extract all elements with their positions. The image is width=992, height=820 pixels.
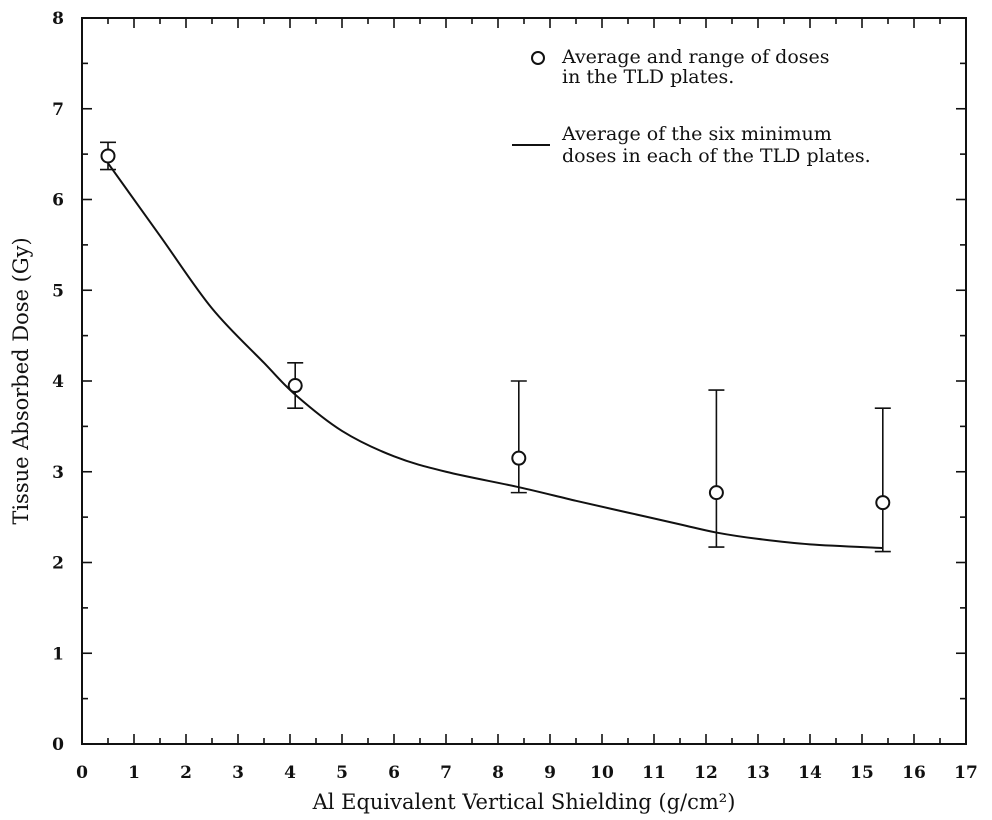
data-point [100,148,116,164]
x-axis-title: Al Equivalent Vertical Shielding (g/cm²) [312,790,736,814]
legend-circle-marker [531,51,545,65]
x-tick-label: 16 [902,763,926,783]
x-tick-labels: 0 1 2 3 4 5 6 7 8 9 10 11 12 13 14 15 16 17 [76,763,978,783]
data-point [875,495,891,511]
y-tick-label: 3 [52,463,64,483]
legend: Average and range of doses in the TLD pl… [512,46,871,167]
x-tick-label: 7 [440,763,452,783]
x-tick-label: 8 [492,763,504,783]
data-point [511,450,527,466]
y-tick-label: 1 [52,644,64,664]
y-tick-label: 7 [52,100,64,120]
x-tick-label: 4 [284,763,296,783]
x-tick-label: 14 [798,763,822,783]
x-tick-label: 0 [76,763,88,783]
x-tick-label: 15 [850,763,874,783]
y-tick-label: 2 [52,554,64,574]
legend-circle-label-line1: Average and range of doses [561,46,830,68]
axis-ticks [81,17,967,745]
y-tick-label: 6 [52,191,64,211]
y-tick-label: 0 [52,735,64,755]
y-tick-label: 5 [52,281,64,301]
legend-circle-label-line2: in the TLD plates. [562,66,734,88]
x-tick-label: 1 [128,763,140,783]
data-point [708,485,724,501]
x-tick-label: 9 [544,763,556,783]
data-points [100,148,891,511]
y-tick-label: 4 [52,372,64,392]
data-point [287,378,303,394]
legend-line-label-line2: doses in each of the TLD plates. [562,145,871,167]
series-line-minimum-doses [107,162,883,549]
y-axis-title: Tissue Absorbed Dose (Gy) [9,237,33,524]
x-tick-label: 5 [336,763,348,783]
x-tick-label: 6 [388,763,400,783]
y-tick-labels: 0 1 2 3 4 5 6 7 8 [52,9,64,755]
error-bars [100,141,891,553]
x-tick-label: 12 [694,763,718,783]
legend-line-label-line1: Average of the six minimum [561,123,832,145]
x-tick-label: 10 [590,763,614,783]
y-tick-label: 8 [52,9,64,29]
x-tick-label: 13 [746,763,770,783]
x-tick-label: 17 [954,763,978,783]
x-tick-label: 11 [642,763,666,783]
x-tick-label: 2 [180,763,192,783]
x-tick-label: 3 [232,763,244,783]
